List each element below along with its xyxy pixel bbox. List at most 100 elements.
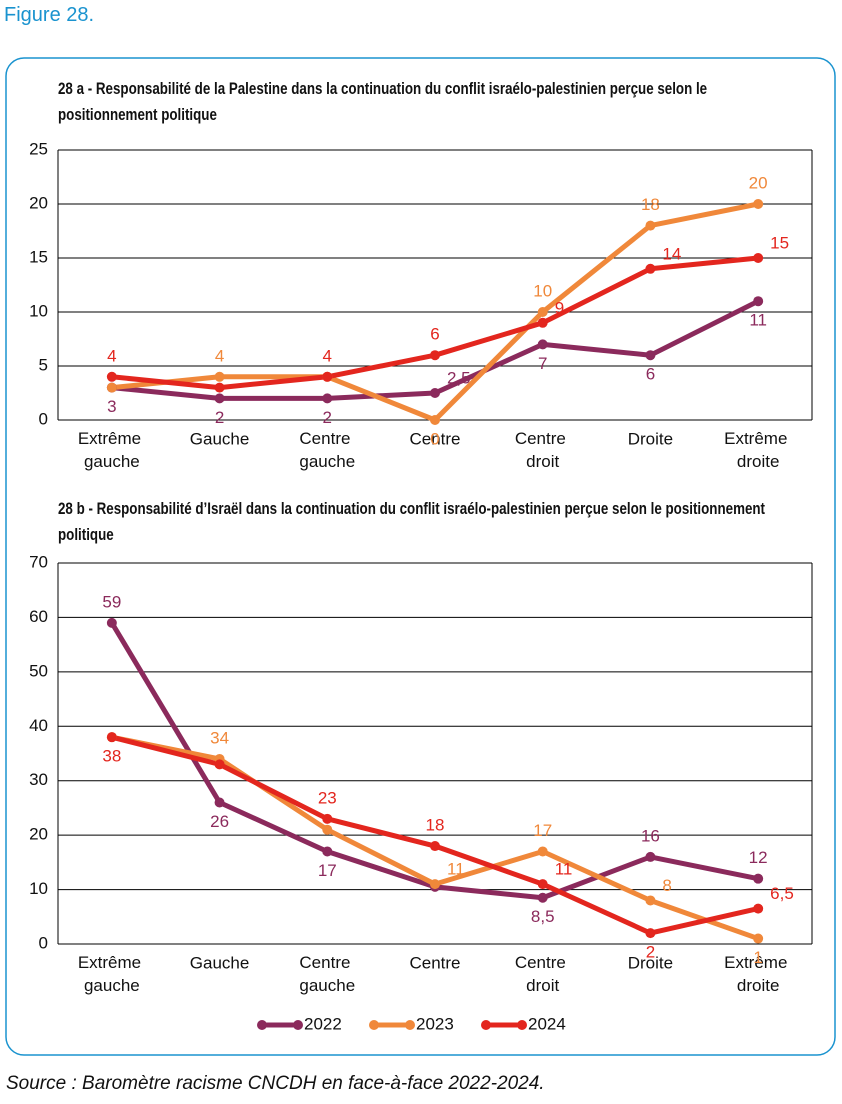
x-tick-label: Extrême gauche — [78, 429, 146, 471]
point — [537, 339, 548, 350]
point — [106, 617, 117, 628]
data-label: 11 — [749, 311, 767, 330]
data-label: 12 — [749, 848, 768, 867]
y-tick-label: 40 — [29, 716, 48, 735]
data-label: 18 — [641, 195, 660, 214]
point — [214, 393, 225, 404]
y-tick-label: 50 — [29, 661, 48, 680]
point — [214, 759, 225, 770]
x-tick-label: Centre — [409, 429, 460, 448]
data-label: 4 — [107, 346, 116, 365]
data-label: 2 — [215, 408, 224, 427]
y-tick-label: 60 — [29, 607, 48, 626]
point — [214, 371, 225, 382]
y-tick-label: 70 — [29, 552, 48, 571]
data-label: 8,5 — [531, 907, 555, 926]
x-tick-label: Droite — [628, 429, 673, 448]
x-tick-label: Centre droit — [515, 953, 571, 995]
data-label: 59 — [102, 592, 121, 611]
point — [430, 879, 440, 890]
point — [753, 296, 764, 307]
point — [430, 415, 440, 425]
data-label: 15 — [770, 233, 789, 252]
series-line — [111, 734, 759, 941]
data-label: 17 — [533, 821, 552, 840]
point — [645, 851, 656, 862]
point — [214, 382, 225, 393]
point — [645, 350, 656, 361]
x-tick-label: Centre droit — [515, 429, 571, 471]
x-tick-label: Gauche — [190, 953, 250, 972]
y-tick-label: 20 — [29, 825, 48, 844]
legend-swatch — [517, 1020, 527, 1030]
data-label: 3 — [107, 397, 116, 416]
data-label: 2 — [323, 408, 332, 427]
point — [322, 813, 333, 824]
point — [753, 873, 764, 884]
y-tick-label: 30 — [29, 770, 48, 789]
data-label: 10 — [533, 281, 552, 300]
point — [537, 846, 548, 857]
x-tick-label: Extrême droite — [724, 953, 792, 995]
data-label: 23 — [318, 788, 337, 807]
point — [322, 846, 333, 857]
legend-label: 2024 — [528, 1014, 566, 1033]
point — [753, 253, 764, 263]
data-label: 9 — [555, 298, 564, 317]
x-tick-label: Extrême droite — [724, 429, 792, 471]
figure-label: Figure 28. — [4, 4, 95, 26]
x-tick-label: Extrême gauche — [78, 953, 146, 995]
legend-swatch — [405, 1020, 415, 1030]
point — [322, 371, 333, 382]
y-tick-label: 20 — [29, 193, 48, 212]
data-label: 18 — [426, 816, 445, 835]
data-label: 34 — [210, 728, 229, 747]
point — [645, 928, 656, 939]
point — [753, 903, 764, 914]
data-label: 16 — [641, 826, 660, 845]
legend-label: 2022 — [304, 1014, 342, 1033]
data-label: 2,5 — [447, 368, 471, 387]
data-label: 11 — [447, 860, 465, 879]
point — [537, 892, 548, 903]
legend-label: 2023 — [416, 1014, 454, 1033]
source: Source : Baromètre racisme CNCDH en face… — [6, 1073, 545, 1094]
data-label: 17 — [318, 861, 337, 880]
point — [753, 933, 764, 944]
point — [106, 371, 117, 382]
x-tick-label: Centre gauche — [299, 953, 355, 995]
data-label: 6 — [430, 325, 439, 344]
series-line — [111, 298, 760, 401]
y-tick-label: 5 — [39, 355, 48, 374]
data-label: 6,5 — [770, 884, 794, 903]
data-label: 0 — [430, 429, 439, 448]
data-label: 4 — [323, 346, 332, 365]
legend-swatch — [257, 1020, 267, 1030]
y-tick-label: 10 — [29, 301, 48, 320]
legend-swatch — [481, 1020, 491, 1030]
point — [322, 393, 333, 404]
data-label: 8 — [662, 876, 671, 895]
legend-swatch — [293, 1020, 303, 1030]
y-tick-label: 25 — [29, 139, 48, 158]
x-tick-label: Droite — [628, 953, 673, 972]
data-label: 20 — [749, 173, 768, 192]
y-tick-label: 10 — [29, 879, 48, 898]
data-label: 2 — [646, 943, 655, 962]
point — [645, 263, 656, 274]
point — [537, 879, 548, 890]
data-label: 6 — [646, 365, 655, 384]
point — [106, 732, 117, 743]
point — [322, 824, 333, 835]
chart-title: 28 b - Responsabilité d’Israël dans la c… — [58, 500, 766, 544]
data-label: 11 — [555, 860, 573, 879]
data-label: 4 — [215, 346, 224, 365]
x-tick-label: Centre — [409, 953, 460, 972]
x-tick-label: Centre gauche — [299, 429, 355, 471]
point — [430, 350, 440, 361]
series-line — [111, 255, 759, 391]
data-label: 38 — [102, 747, 121, 766]
point — [753, 199, 764, 209]
